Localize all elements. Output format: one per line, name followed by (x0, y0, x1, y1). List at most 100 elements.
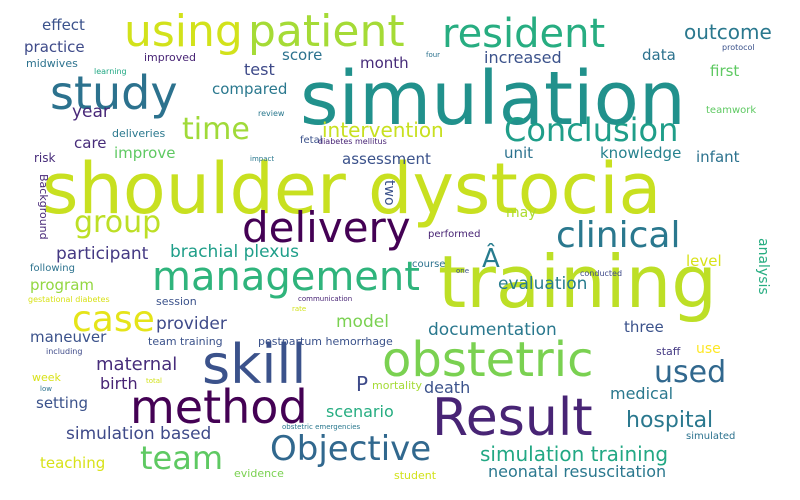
word-communication: communication (298, 295, 353, 303)
word-session: session (156, 295, 197, 308)
word-following: following (30, 263, 75, 274)
word-outcome: outcome (684, 20, 772, 44)
word-low: low (40, 385, 52, 393)
word-mortality: mortality (372, 379, 422, 392)
word-week: week (32, 371, 61, 384)
word-conducted: conducted (580, 269, 623, 278)
word-obstetric: obstetric (382, 332, 594, 388)
word-objective: Objective (270, 429, 432, 469)
word-staff: staff (656, 345, 681, 358)
word-student: student (394, 469, 437, 482)
word-data: data (642, 46, 676, 64)
word-unit: unit (504, 144, 534, 162)
word-rate: rate (292, 305, 307, 313)
word-intervention: intervention (322, 118, 444, 142)
word-evaluation: evaluation (498, 274, 588, 294)
word-including: including (46, 347, 83, 356)
word-result: Result (432, 388, 593, 448)
word-one: one (456, 267, 470, 275)
word-management: management (152, 254, 420, 300)
word-model: model (336, 312, 389, 332)
word-medical: medical (610, 384, 674, 403)
word-delivery: delivery (242, 203, 411, 252)
word-year: year (72, 102, 110, 122)
word-improve: improve (114, 144, 176, 162)
word-p: P (356, 372, 369, 396)
word-skill: skill (202, 333, 307, 396)
word-case: case (72, 299, 155, 340)
word-gestational-diabetes: gestational diabetes (28, 295, 110, 304)
word-month: month (360, 54, 409, 72)
word-obstetric-emergencies: obstetric emergencies (282, 423, 361, 431)
word-assessment: assessment (342, 150, 431, 168)
word-patient: patient (248, 6, 405, 57)
word-level: level (686, 252, 722, 270)
word-brachial-plexus: brachial plexus (170, 242, 299, 262)
word-first: first (710, 62, 740, 80)
word-clinical: clinical (556, 215, 681, 256)
word-team-training: team training (148, 335, 223, 348)
word-score: score (282, 46, 323, 64)
word-teamwork: teamwork (706, 105, 757, 116)
word-background: Background (37, 174, 50, 240)
word-three: three (624, 318, 664, 336)
word-scenario: scenario (326, 402, 394, 421)
word-program: program (30, 276, 95, 294)
word-increased: increased (484, 48, 562, 67)
word-method: method (130, 380, 308, 434)
word-total: total (146, 377, 163, 385)
word-practice: practice (24, 38, 85, 56)
word-teaching: teaching (40, 454, 106, 472)
word-protocol: protocol (722, 43, 755, 52)
word-provider: provider (156, 314, 227, 334)
word-evidence: evidence (234, 467, 284, 480)
word-participant: participant (56, 244, 149, 264)
word-test: test (244, 60, 275, 79)
word-simulation-based: simulation based (66, 424, 212, 444)
word-impact: impact (250, 155, 275, 163)
word-knowledge: knowledge (600, 144, 682, 162)
word-postpartum-hemorrhage: postpartum hemorrhage (258, 335, 393, 348)
word-simulated: simulated (686, 431, 736, 442)
word-maternal: maternal (96, 354, 178, 375)
word-midwives: midwives (26, 57, 78, 70)
word-improved: improved (144, 51, 197, 64)
word-performed: performed (428, 229, 481, 240)
word-simulation-training: simulation training (480, 442, 669, 466)
word-two: two (381, 180, 397, 206)
word-birth: birth (100, 374, 138, 393)
word-compared: compared (212, 80, 288, 98)
word-infant: infant (696, 148, 740, 166)
word-review: review (258, 109, 285, 118)
word-hospital: hospital (626, 408, 714, 433)
word-shoulder-dystocia: shoulder dystocia (42, 148, 662, 230)
word-conclusion: Conclusion (504, 111, 679, 149)
word-simulation: simulation (300, 56, 686, 142)
word-course: course (412, 259, 446, 270)
word-a-circumflex: Â (482, 244, 500, 274)
word-may: may (506, 205, 537, 221)
word-fetal: fetal (300, 135, 323, 146)
word-learning: learning (94, 67, 127, 76)
word-resident: resident (442, 11, 606, 57)
word-team: team (140, 439, 224, 477)
word-time: time (182, 112, 250, 147)
word-neonatal-resuscitation: neonatal resuscitation (488, 462, 667, 481)
word-using: using (124, 6, 243, 57)
word-risk: risk (34, 151, 56, 165)
word-effect: effect (42, 16, 85, 34)
word-use: use (696, 341, 721, 357)
word-used: used (654, 355, 727, 390)
word-maneuver: maneuver (30, 328, 107, 346)
word-study: study (50, 66, 178, 120)
word-four: four (426, 51, 441, 59)
word-documentation: documentation (428, 320, 557, 340)
word-setting: setting (36, 394, 89, 412)
word-group: group (74, 205, 162, 240)
word-analysis: analysis (755, 238, 771, 295)
word-care: care (74, 134, 107, 152)
word-death: death (424, 378, 471, 397)
word-training: training (438, 240, 717, 324)
word-deliveries: deliveries (112, 127, 166, 140)
